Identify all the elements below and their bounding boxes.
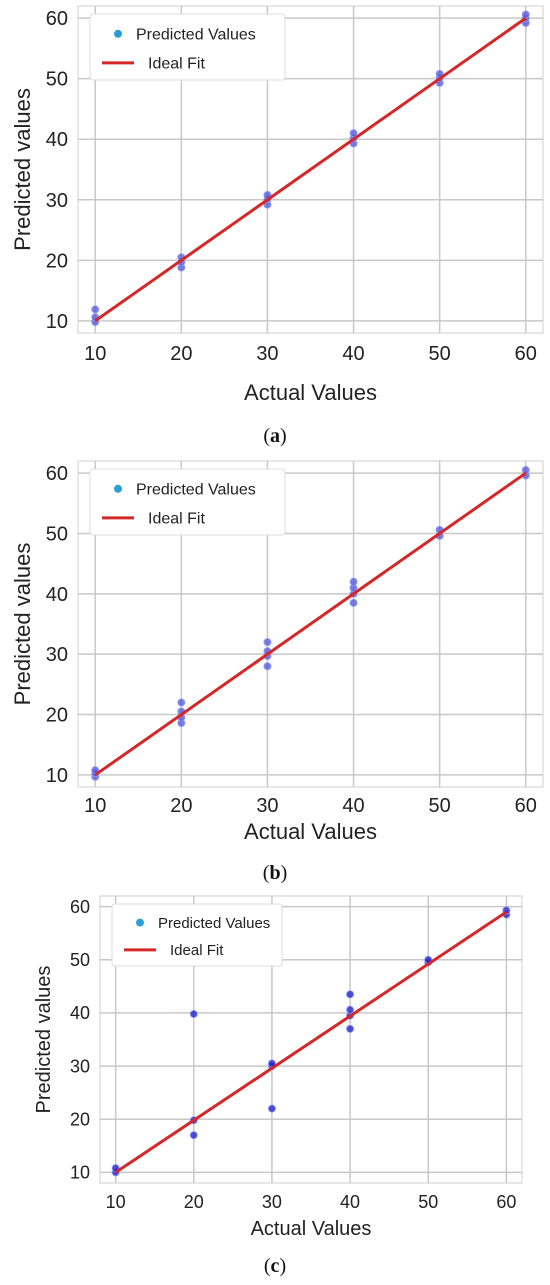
chart-b-y-tick-label: 40 — [46, 584, 68, 606]
chart-a-data-point — [91, 305, 100, 314]
chart-a-legend-marker-predicted — [114, 29, 122, 38]
chart-b-y-axis-label: Predicted values — [10, 543, 35, 706]
chart-c-y-tick-label: 10 — [70, 1163, 90, 1183]
chart-b-data-point — [263, 662, 272, 671]
chart-c-data-point — [189, 1009, 198, 1018]
chart-a-y-tick-label: 30 — [46, 190, 68, 212]
chart-a-y-tick-label: 40 — [46, 129, 68, 151]
caption-c: (c) — [263, 1255, 287, 1277]
caption-c-label: c — [270, 1255, 280, 1277]
chart-b-x-tick-label: 40 — [342, 795, 364, 817]
chart-b-x-axis-label: Actual Values — [244, 819, 377, 844]
chart-panel-c: 10 20 30 40 50 60 10 20 30 40 50 60 Actual Values Pre… — [0, 890, 550, 1250]
chart-a-legend: Predicted Values Ideal Fit — [89, 13, 286, 81]
chart-a-x-axis-label: Actual Values — [244, 380, 377, 405]
chart-b-x-tick-label: 20 — [170, 795, 192, 817]
caption-b: (b) — [262, 862, 288, 884]
chart-b-data-point — [521, 466, 530, 475]
chart-a-y-tick-label: 60 — [46, 8, 68, 30]
chart-a-x-tick-label: 10 — [84, 343, 106, 365]
chart-b-ideal-fit-line — [94, 471, 527, 777]
chart-b-y-tick-label: 50 — [46, 523, 68, 545]
caption-b-label: b — [269, 862, 281, 884]
chart-a-x-tick-label: 60 — [515, 343, 537, 365]
chart-panel-a: 10 20 30 40 50 60 10 20 30 40 50 60 Actual Values Pre… — [0, 0, 550, 420]
chart-b-y-tick-label: 20 — [46, 705, 68, 727]
chart-c-data-point — [346, 990, 355, 999]
chart-c-x-tick-label: 40 — [340, 1192, 360, 1212]
chart-c-x-tick-label: 10 — [106, 1192, 126, 1212]
chart-c-x-axis-label: Actual Values — [251, 1218, 372, 1240]
chart-a-x-tick-label: 50 — [429, 343, 451, 365]
chart-a-svg: 10 20 30 40 50 60 10 20 30 40 50 60 Actual Values Pre… — [10, 5, 544, 405]
chart-a-x-tick-label: 20 — [170, 343, 192, 365]
chart-c-data-point — [267, 1104, 276, 1113]
chart-c-y-axis-label: Predicted values — [33, 966, 55, 1114]
chart-c-legend: Predicted Values Ideal Fit — [111, 903, 283, 967]
chart-a-legend-label-ideal-fit: Ideal Fit — [148, 55, 205, 72]
chart-c-data-point — [346, 1005, 355, 1014]
chart-c-y-tick-label: 50 — [70, 950, 90, 970]
chart-c-y-tick-label: 40 — [70, 1003, 90, 1023]
chart-b-legend-box — [89, 468, 286, 536]
chart-c-legend-marker-predicted — [136, 918, 144, 927]
chart-c-y-tick-label: 60 — [70, 897, 90, 917]
chart-c-data-point — [189, 1131, 198, 1140]
chart-a-y-tick-label: 50 — [46, 69, 68, 91]
chart-c-y-tick-label: 20 — [70, 1110, 90, 1130]
chart-b-data-point — [263, 638, 272, 647]
chart-a-y-tick-label: 20 — [46, 250, 68, 272]
chart-c-svg: 10 20 30 40 50 60 10 20 30 40 50 60 Actual Values Pre… — [33, 895, 523, 1240]
chart-a-data-point — [349, 129, 358, 138]
caption-a-label: a — [270, 425, 280, 447]
chart-b-data-point — [349, 577, 358, 586]
chart-b-x-tick-label: 10 — [84, 795, 106, 817]
chart-c-x-tick-label: 60 — [496, 1192, 516, 1212]
chart-c-x-tick-label: 30 — [262, 1192, 282, 1212]
chart-b-x-tick-label: 50 — [429, 795, 451, 817]
chart-b-data-point — [349, 598, 358, 607]
chart-a-data-point — [521, 10, 530, 19]
chart-c-legend-label-ideal-fit: Ideal Fit — [170, 942, 224, 959]
chart-b-legend-marker-predicted — [114, 484, 122, 493]
chart-a-x-tick-label: 40 — [342, 343, 364, 365]
chart-a-y-axis-label: Predicted values — [10, 88, 35, 251]
chart-c-y-tick-label: 30 — [70, 1056, 90, 1076]
chart-b-data-point — [177, 698, 186, 707]
chart-b-y-tick-label: 60 — [46, 463, 68, 485]
chart-b-y-tick-label: 10 — [46, 765, 68, 787]
chart-b-legend: Predicted Values Ideal Fit — [89, 468, 286, 536]
chart-a-legend-label-predicted: Predicted Values — [136, 26, 256, 43]
chart-a-y-tick-label: 10 — [46, 311, 68, 333]
chart-c-x-tick-label: 20 — [184, 1192, 204, 1212]
chart-c-ideal-fit-line — [114, 910, 508, 1174]
chart-c-data-point — [346, 1024, 355, 1033]
chart-b-legend-label-predicted: Predicted Values — [136, 481, 256, 498]
caption-a: (a) — [263, 425, 287, 447]
chart-c-x-tick-label: 50 — [418, 1192, 438, 1212]
chart-a-x-tick-label: 30 — [256, 343, 278, 365]
chart-panel-b: 10 20 30 40 50 60 10 20 30 40 50 60 Actual Values Pre… — [0, 455, 550, 855]
chart-b-legend-label-ideal-fit: Ideal Fit — [148, 510, 205, 527]
chart-c-legend-label-predicted: Predicted Values — [158, 915, 270, 932]
chart-b-x-tick-label: 30 — [256, 795, 278, 817]
chart-b-svg: 10 20 30 40 50 60 10 20 30 40 50 60 Actual Values Pre… — [10, 460, 544, 844]
chart-a-legend-box — [89, 13, 286, 81]
chart-a-ideal-fit-line — [94, 16, 527, 323]
chart-b-y-tick-label: 30 — [46, 644, 68, 666]
chart-b-x-tick-label: 60 — [515, 795, 537, 817]
